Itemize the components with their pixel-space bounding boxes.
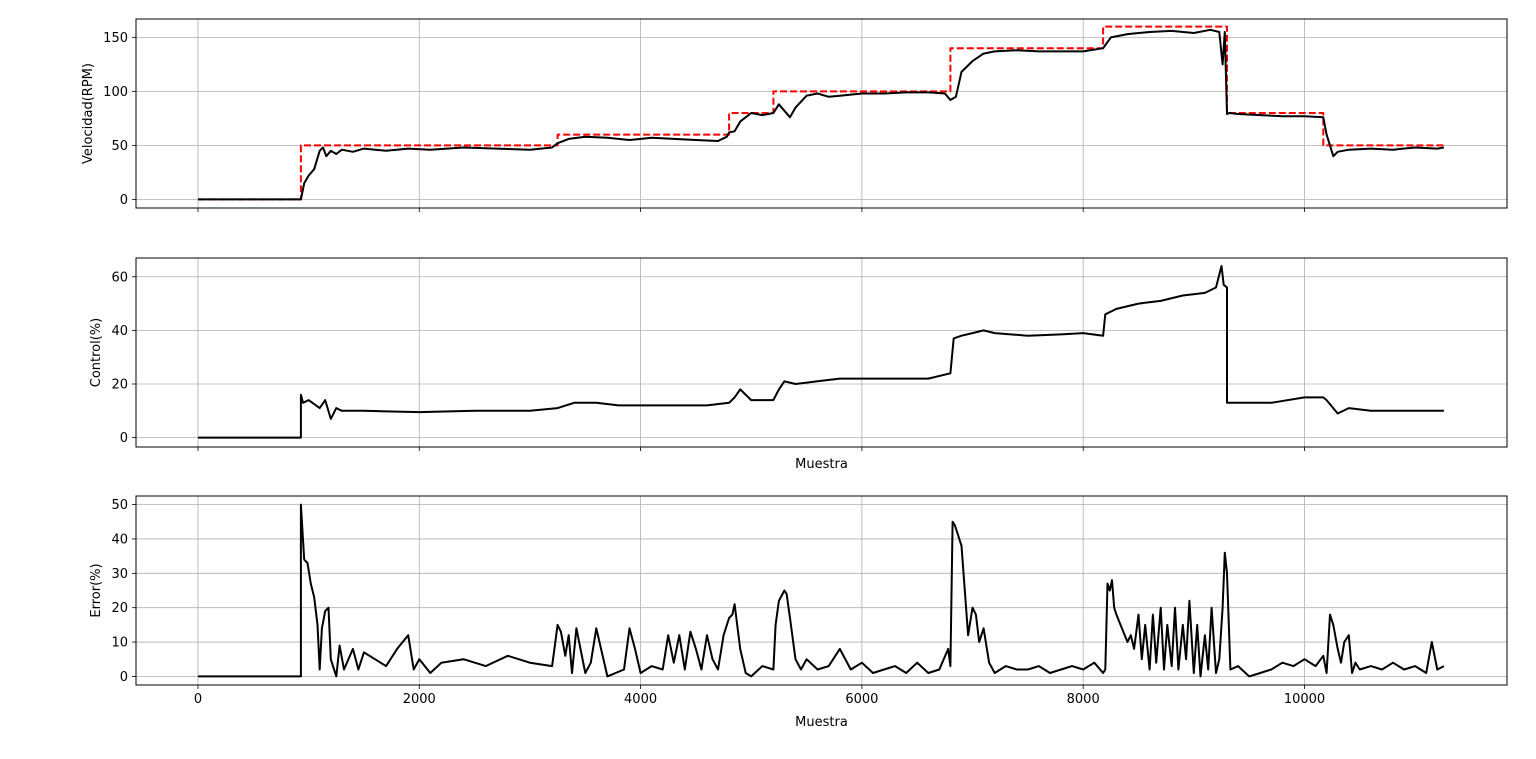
y-tick-label: 20 <box>111 378 128 393</box>
measured-series-line <box>198 503 1445 678</box>
x-tick-label: 6000 <box>845 692 878 707</box>
measured-series-line <box>198 28 1445 201</box>
y-tick-label: 0 <box>120 193 128 208</box>
y-tick-label: 150 <box>103 31 128 46</box>
y-tick-label: 50 <box>111 139 128 154</box>
y-tick-label: 10 <box>111 636 128 651</box>
y-tick-label: 60 <box>111 270 128 285</box>
setpoint-series-line <box>198 25 1444 201</box>
x-axis-label: Muestra <box>795 457 848 472</box>
subplot-velocidad: 0 50 100 150 Velocidad(RPM) <box>81 18 1508 212</box>
plot-frame <box>135 18 1508 209</box>
x-axis-label: Muestra <box>795 715 848 730</box>
plot-frame <box>135 257 1508 448</box>
x-tick-label: 2000 <box>403 692 436 707</box>
measured-series-line <box>198 265 1444 439</box>
plot-frame <box>135 495 1508 686</box>
y-axis-label: Error(%) <box>89 563 104 617</box>
y-tick-label: 100 <box>103 85 128 100</box>
y-tick-label: 0 <box>120 431 128 446</box>
y-axis-label: Control(%) <box>89 318 104 388</box>
x-tick-label: 8000 <box>1067 692 1100 707</box>
y-tick-label: 20 <box>111 601 128 616</box>
y-tick-label: 50 <box>111 498 128 513</box>
x-tick-label: 10000 <box>1284 692 1325 707</box>
x-tick-label: 4000 <box>624 692 657 707</box>
y-tick-label: 0 <box>120 670 128 685</box>
subplot-error: 0 2000 4000 6000 8000 10000 0 10 20 30 40 50 Error(… <box>89 495 1508 730</box>
x-tick-label: 0 <box>194 692 202 707</box>
y-axis-label: Velocidad(RPM) <box>81 63 96 164</box>
subplot-control: 0 20 40 60 Control(%) Muestra <box>89 257 1508 472</box>
y-tick-label: 40 <box>111 324 128 339</box>
y-tick-label: 40 <box>111 532 128 547</box>
y-tick-label: 30 <box>111 567 128 582</box>
